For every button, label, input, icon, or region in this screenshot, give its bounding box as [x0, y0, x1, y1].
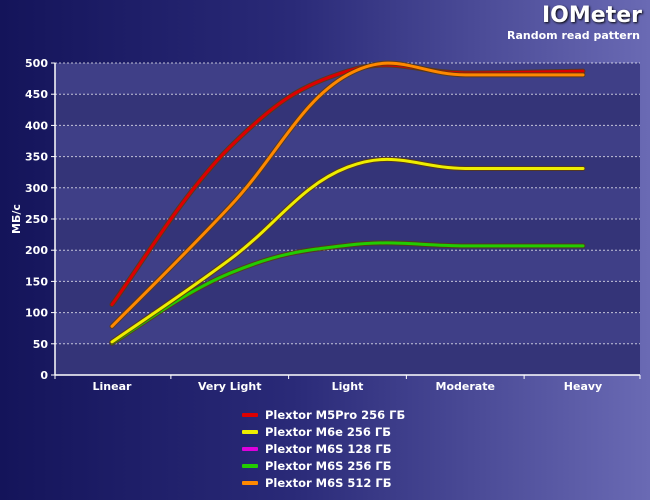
- y-tick-label: 0: [40, 369, 48, 382]
- y-tick-label: 400: [25, 119, 48, 132]
- legend-swatch: [242, 429, 258, 434]
- y-tick-label: 450: [25, 88, 48, 101]
- y-tick-label: 200: [25, 244, 48, 257]
- series-line: [110, 241, 585, 345]
- legend-item: Plextor M5Pro 256 ГБ: [242, 406, 405, 423]
- y-tick-label: 150: [25, 275, 48, 288]
- y-tick-label: 500: [25, 57, 48, 70]
- y-tick-label: 50: [33, 338, 49, 351]
- legend-item: Plextor M6S 256 ГБ: [242, 457, 405, 474]
- plot-band: [55, 63, 640, 95]
- legend-label: Plextor M6S 256 ГБ: [265, 458, 392, 473]
- series-line: [110, 157, 585, 344]
- y-axis-label: МБ/с: [10, 204, 23, 234]
- plot-band: [55, 250, 640, 282]
- plot-band: [55, 187, 640, 219]
- legend-label: Plextor M6e 256 ГБ: [265, 424, 392, 439]
- legend-swatch: [242, 446, 258, 451]
- legend-label: Plextor M6S 128 ГБ: [265, 441, 392, 456]
- plot-band: [55, 312, 640, 344]
- x-tick-label: Moderate: [436, 380, 495, 393]
- legend-item: Plextor M6S 128 ГБ: [242, 440, 405, 457]
- y-tick-label: 300: [25, 182, 48, 195]
- x-tick-label: Linear: [93, 380, 132, 393]
- legend-label: Plextor M6S 512 ГБ: [265, 475, 392, 490]
- legend-swatch: [242, 412, 258, 417]
- legend-swatch: [242, 480, 258, 485]
- plot-band: [55, 343, 640, 375]
- series-line: [110, 61, 585, 328]
- chart-title: IOMeter: [542, 3, 642, 28]
- plot-band: [55, 125, 640, 157]
- plot-band: [55, 156, 640, 188]
- legend-label: Plextor M5Pro 256 ГБ: [265, 407, 406, 422]
- x-tick-label: Very Light: [198, 380, 262, 393]
- legend: Plextor M5Pro 256 ГБ Plextor M6e 256 ГБ Pl…: [242, 406, 405, 491]
- legend-item: Plextor M6S 512 ГБ: [242, 474, 405, 491]
- legend-swatch: [242, 463, 258, 468]
- y-tick-label: 100: [25, 307, 48, 320]
- plot-band: [55, 94, 640, 126]
- x-tick-label: Light: [332, 380, 364, 393]
- x-tick-label: Heavy: [564, 380, 602, 393]
- chart-subtitle: Random read pattern: [507, 29, 640, 42]
- y-tick-label: 350: [25, 151, 48, 164]
- y-tick-label: 250: [25, 213, 48, 226]
- legend-item: Plextor M6e 256 ГБ: [242, 423, 405, 440]
